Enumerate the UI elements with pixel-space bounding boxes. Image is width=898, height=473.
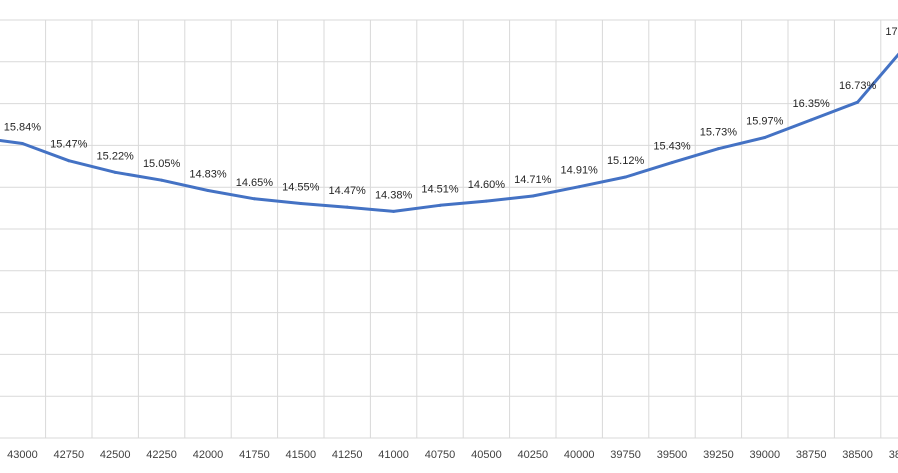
series-group <box>0 52 898 213</box>
x-tick-label: 39000 <box>750 449 781 461</box>
data-label: 15.05% <box>143 158 181 170</box>
data-point <box>20 142 24 146</box>
data-point <box>252 197 256 201</box>
data-point <box>206 188 210 192</box>
x-axis-ticks: 43000 42750 42500 42250 42000 41750 41500 41250… <box>7 449 898 461</box>
data-point <box>624 175 628 179</box>
data-label: 16.73% <box>839 80 877 92</box>
x-tick-label: 39750 <box>610 449 641 461</box>
data-label: 15.73% <box>700 127 738 139</box>
data-point <box>67 159 71 163</box>
data-label: 16.35% <box>793 98 831 110</box>
chart-grid <box>0 19 898 439</box>
data-point <box>809 118 813 122</box>
data-label: 14.55% <box>282 181 320 193</box>
data-label: 15.84% <box>4 122 42 134</box>
x-tick-label: 42000 <box>193 449 224 461</box>
data-point <box>531 194 535 198</box>
data-label: 15.43% <box>653 141 691 153</box>
x-tick-label: 40750 <box>425 449 456 461</box>
data-label: 15.47% <box>50 139 88 151</box>
x-tick-label: 40000 <box>564 449 595 461</box>
data-label: 14.83% <box>189 168 227 180</box>
data-label-group: 15.84% 15.47% 15.22% 15.05% 14.83% 14.65% 14.5… <box>4 26 898 201</box>
x-tick-label: 41250 <box>332 449 363 461</box>
data-label: 14.51% <box>421 183 459 195</box>
data-point <box>392 209 396 213</box>
data-point <box>484 199 488 203</box>
data-label: 14.60% <box>468 179 506 191</box>
data-point <box>438 203 442 207</box>
data-point <box>299 201 303 205</box>
x-tick-label: 40250 <box>518 449 549 461</box>
x-tick-label: 38500 <box>842 449 873 461</box>
x-tick-label: 39500 <box>657 449 688 461</box>
x-tick-label: 39250 <box>703 449 734 461</box>
data-point <box>716 147 720 151</box>
x-tick-label: 41000 <box>378 449 409 461</box>
x-tick-label: 42750 <box>54 449 85 461</box>
x-tick-label: 38250 <box>889 449 898 461</box>
data-label: 15.97% <box>746 116 784 128</box>
data-label: 15.12% <box>607 155 645 167</box>
data-point <box>670 161 674 165</box>
data-label: 14.38% <box>375 189 413 201</box>
data-label: 14.47% <box>329 185 367 197</box>
x-tick-label: 42500 <box>100 449 131 461</box>
x-tick-label: 42250 <box>146 449 177 461</box>
data-point <box>160 178 164 182</box>
x-tick-label: 41750 <box>239 449 270 461</box>
data-label: 14.91% <box>561 165 599 177</box>
x-tick-label: 40500 <box>471 449 502 461</box>
x-tick-label: 38750 <box>796 449 827 461</box>
data-label: 15.22% <box>97 150 135 162</box>
data-point <box>763 136 767 140</box>
data-point <box>113 170 117 174</box>
data-point <box>577 185 581 189</box>
x-tick-label: 43000 <box>7 449 38 461</box>
data-point <box>345 205 349 209</box>
data-label: 17.90% <box>885 26 898 38</box>
data-label: 14.71% <box>514 174 552 186</box>
data-point <box>856 100 860 104</box>
data-label: 14.65% <box>236 177 274 189</box>
x-tick-label: 41500 <box>286 449 317 461</box>
